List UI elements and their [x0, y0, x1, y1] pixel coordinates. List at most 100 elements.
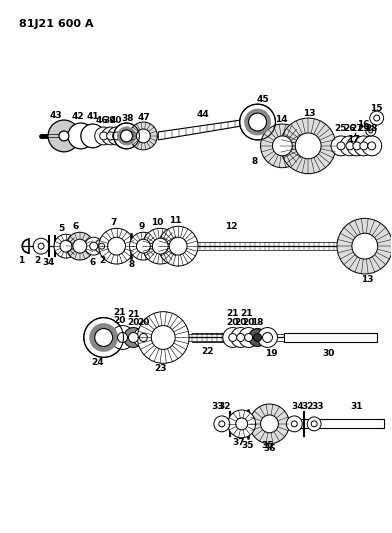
Text: 45: 45 — [256, 95, 269, 104]
Circle shape — [331, 136, 351, 156]
Circle shape — [38, 243, 44, 249]
Text: 20: 20 — [137, 318, 150, 327]
Circle shape — [223, 328, 243, 348]
Text: 35: 35 — [241, 441, 254, 450]
Circle shape — [374, 115, 380, 121]
Text: 22: 22 — [201, 347, 214, 356]
Text: 36: 36 — [263, 444, 276, 453]
Circle shape — [151, 326, 175, 350]
Circle shape — [236, 418, 248, 430]
Circle shape — [113, 132, 120, 140]
Text: 34: 34 — [291, 401, 303, 410]
Text: 35: 35 — [261, 441, 274, 450]
Text: 6: 6 — [73, 222, 79, 231]
Circle shape — [261, 415, 278, 433]
Text: 18: 18 — [251, 318, 264, 327]
Circle shape — [140, 334, 147, 342]
Circle shape — [231, 328, 250, 348]
Circle shape — [60, 240, 72, 252]
Circle shape — [352, 233, 378, 259]
Circle shape — [99, 228, 134, 264]
Text: 9: 9 — [138, 222, 145, 231]
Text: 21: 21 — [227, 309, 239, 318]
Circle shape — [129, 122, 157, 150]
Text: 47: 47 — [138, 112, 151, 122]
Text: 20: 20 — [227, 318, 239, 327]
Text: 6: 6 — [90, 257, 96, 266]
Circle shape — [286, 416, 302, 432]
Text: 32: 32 — [301, 401, 314, 410]
Circle shape — [337, 142, 345, 150]
Circle shape — [362, 136, 382, 156]
Circle shape — [95, 328, 113, 346]
Circle shape — [102, 127, 120, 145]
Circle shape — [85, 237, 103, 255]
Circle shape — [239, 328, 259, 348]
Text: 2: 2 — [100, 255, 106, 264]
Circle shape — [73, 239, 87, 253]
Circle shape — [95, 239, 109, 253]
Circle shape — [158, 227, 198, 266]
Text: 41: 41 — [86, 111, 99, 120]
Circle shape — [111, 326, 134, 350]
Text: 24: 24 — [91, 358, 104, 367]
Circle shape — [249, 328, 267, 346]
Text: 33: 33 — [311, 401, 323, 410]
Text: 3: 3 — [42, 257, 48, 266]
Text: 16: 16 — [357, 119, 369, 128]
Circle shape — [129, 333, 138, 343]
Circle shape — [108, 237, 125, 255]
Text: 7: 7 — [111, 218, 117, 227]
Circle shape — [114, 123, 140, 149]
Circle shape — [340, 136, 360, 156]
Circle shape — [48, 120, 80, 152]
Text: 21: 21 — [127, 310, 140, 319]
Circle shape — [95, 127, 113, 145]
Circle shape — [347, 136, 367, 156]
Text: 33: 33 — [212, 401, 224, 410]
Text: 2: 2 — [34, 255, 40, 264]
Circle shape — [280, 118, 336, 174]
Circle shape — [90, 242, 98, 250]
Circle shape — [81, 124, 105, 148]
Text: 42: 42 — [71, 111, 84, 120]
Circle shape — [152, 238, 168, 254]
Text: 25: 25 — [335, 125, 347, 133]
Text: 8: 8 — [251, 157, 258, 166]
Text: 12: 12 — [225, 222, 238, 231]
Text: 32: 32 — [219, 401, 231, 410]
Circle shape — [272, 136, 292, 156]
Circle shape — [228, 410, 256, 438]
Text: 40: 40 — [109, 116, 122, 125]
Text: 30: 30 — [323, 349, 335, 358]
Circle shape — [244, 109, 271, 135]
Text: 8: 8 — [128, 260, 134, 269]
Text: 20: 20 — [234, 318, 247, 327]
Circle shape — [117, 126, 136, 146]
Circle shape — [129, 232, 157, 260]
Text: 38: 38 — [121, 114, 134, 123]
Text: 44: 44 — [196, 110, 209, 118]
Circle shape — [311, 421, 317, 427]
Text: 81J21 600 A: 81J21 600 A — [19, 19, 94, 29]
Circle shape — [107, 132, 114, 140]
Circle shape — [249, 113, 267, 131]
Circle shape — [120, 130, 132, 142]
Circle shape — [138, 312, 189, 364]
Text: 20: 20 — [113, 316, 126, 325]
Text: 46: 46 — [95, 116, 108, 125]
Circle shape — [368, 142, 376, 150]
Text: 13: 13 — [303, 109, 316, 118]
Circle shape — [59, 131, 69, 141]
Circle shape — [366, 126, 376, 136]
Text: 43: 43 — [50, 110, 62, 119]
Text: 15: 15 — [370, 103, 383, 112]
Text: 20: 20 — [242, 318, 255, 327]
Circle shape — [136, 129, 150, 143]
Text: 17: 17 — [347, 135, 359, 144]
Text: 21: 21 — [240, 309, 253, 318]
Circle shape — [258, 328, 278, 348]
Circle shape — [84, 318, 123, 357]
Circle shape — [369, 129, 373, 133]
Circle shape — [291, 421, 297, 427]
